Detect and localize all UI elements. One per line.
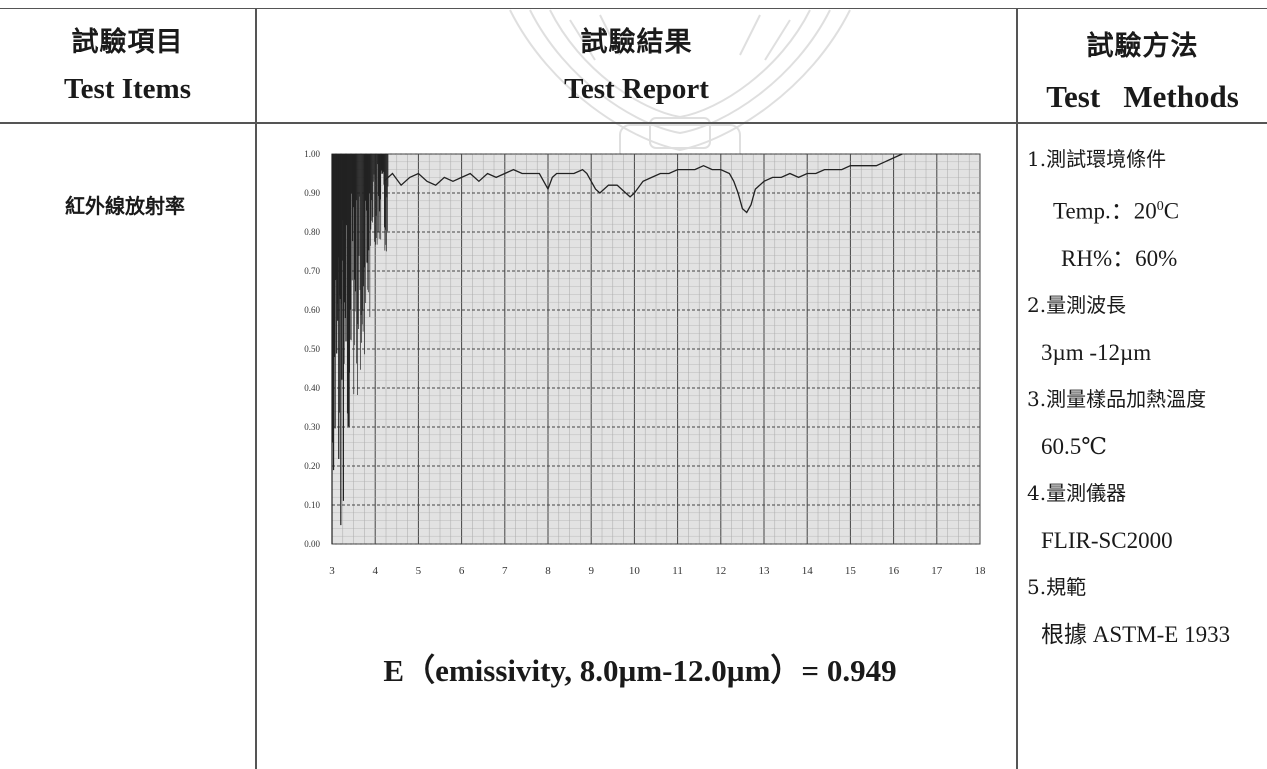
method-instrument-heading: 4.量測儀器 [1027,480,1127,505]
noise-region [331,154,389,544]
emissivity-result: E（emissivity, 8.0µm-12.0µm）= 0.949 [383,653,897,688]
x-tick-label: 6 [459,565,465,577]
header-test-methods: 試驗方法 Test Methods [1018,24,1267,115]
y-tick-label: 0.70 [304,266,320,276]
y-tick-label: 0.40 [304,383,320,393]
x-tick-label: 15 [845,565,857,577]
method-wavelength: 3µm -12µm [1041,339,1152,365]
y-tick-label: 0.50 [304,344,320,354]
y-tick-label: 0.80 [304,227,320,237]
header-test-report-zh: 試驗結果 [580,27,693,58]
test-item-name: 紅外線放射率 [65,194,185,218]
header-bottom-rule [0,122,1267,124]
column-divider-1 [255,8,257,769]
x-tick-label: 10 [629,565,641,577]
header-test-report: 試驗結果 Test Report [257,20,1016,106]
header-test-items-zh: 試驗項目 [71,27,184,58]
x-tick-label: 4 [372,565,378,577]
x-tick-label: 17 [931,565,943,577]
method-temperature-prefix: Temp.：20 [1053,198,1157,224]
method-instrument: FLIR-SC2000 [1041,527,1173,553]
column-divider-2 [1016,8,1018,769]
y-tick-label: 0.10 [304,500,320,510]
y-tick-label: 0.20 [304,461,320,471]
x-tick-label: 8 [545,565,551,577]
method-temperature-unit: C [1163,198,1180,224]
x-tick-label: 16 [888,565,900,577]
method-heating-heading: 3.測量樣品加熱溫度 [1027,386,1207,411]
x-tick-label: 5 [416,565,422,577]
x-tick-label: 7 [502,565,508,577]
method-standard: 根據 ASTM-E 1933 [1041,621,1231,647]
y-tick-label: 0.00 [304,539,320,549]
x-tick-label: 14 [802,565,814,577]
method-standard-heading: 5.規範 [1027,574,1087,599]
y-tick-label: 1.00 [304,149,320,159]
method-temperature: Temp.：200C [1027,183,1263,235]
emissivity-chart: 1.00 0.90 0.80 0.70 0.60 0.50 0.40 0.30 0.20 0.10… [304,149,987,577]
header-test-methods-zh: 試驗方法 [1086,31,1199,62]
method-environment-heading: 1.測試環境條件 [1027,147,1167,171]
table-top-rule [0,8,1267,9]
header-test-items-en: Test Items [63,73,191,105]
y-tick-label: 0.90 [304,188,320,198]
header-test-report-en: Test Report [564,73,709,105]
method-temperature-sup: 0 [1156,199,1164,214]
test-methods-list: 1.測試環境條件 Temp.：200C RH%：60% 2.量測波長 3µm -… [1027,136,1263,658]
header-test-methods-en: Test Methods [1046,79,1239,114]
x-tick-label: 3 [329,565,335,577]
x-tick-label: 18 [975,565,987,577]
method-humidity: RH%：60% [1061,245,1178,271]
emissivity-series-line [383,153,903,214]
x-tick-label: 12 [715,565,726,577]
x-tick-label: 11 [672,565,683,577]
y-tick-label: 0.60 [304,305,320,315]
header-test-items: 試驗項目 Test Items [0,20,255,106]
y-tick-label: 0.30 [304,422,320,432]
method-wavelength-heading: 2.量測波長 [1027,292,1127,317]
x-tick-label: 9 [588,565,594,577]
method-heating-temperature: 60.5℃ [1041,433,1107,459]
x-tick-label: 13 [759,565,771,577]
